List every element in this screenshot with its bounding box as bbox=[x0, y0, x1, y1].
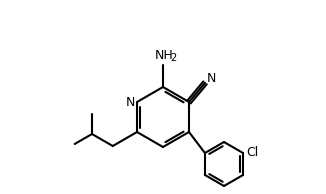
Text: Cl: Cl bbox=[246, 146, 258, 159]
Text: N: N bbox=[207, 72, 216, 85]
Text: 2: 2 bbox=[170, 53, 176, 63]
Text: N: N bbox=[126, 95, 135, 108]
Text: NH: NH bbox=[155, 49, 173, 62]
